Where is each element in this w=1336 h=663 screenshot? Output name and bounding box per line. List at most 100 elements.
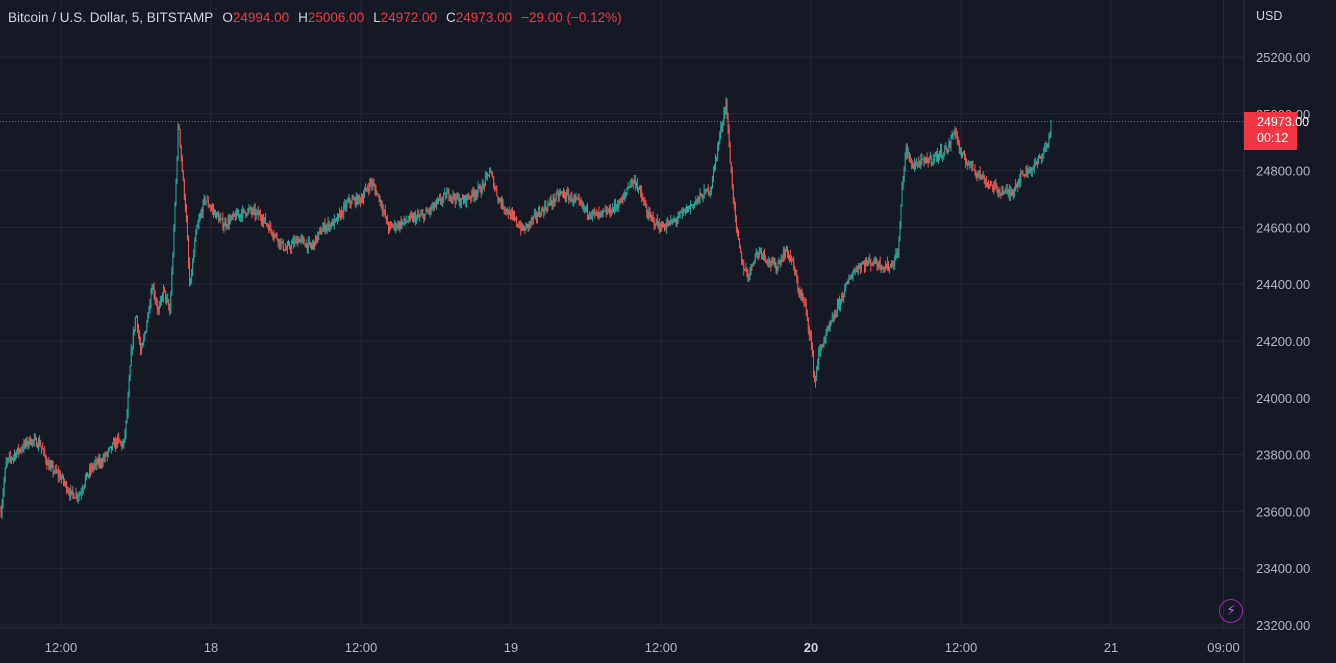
candle-body <box>778 261 780 264</box>
candle-body <box>66 482 68 491</box>
candle-body <box>417 214 419 217</box>
candle-body <box>178 126 180 130</box>
candle-body <box>276 234 278 240</box>
candle-body <box>294 240 296 245</box>
candle-body <box>376 193 378 195</box>
candle-body <box>274 234 276 237</box>
candle-body <box>491 171 493 175</box>
candle-body <box>447 190 449 194</box>
candle-body <box>63 476 64 483</box>
candle-body <box>484 176 486 186</box>
candle-body <box>234 215 236 220</box>
candle-body <box>459 203 461 205</box>
candle-body <box>961 154 963 158</box>
candle-body <box>304 243 306 247</box>
candle-body <box>420 215 422 217</box>
price-tick-label: 23400.00 <box>1256 561 1310 576</box>
candle-body <box>60 478 62 480</box>
candle-body <box>114 441 116 448</box>
candle-body <box>692 204 694 206</box>
candle-body <box>910 162 912 164</box>
candle-body <box>474 194 476 197</box>
candle-body <box>281 241 283 243</box>
candle-body <box>351 199 353 204</box>
candle-body <box>356 195 358 204</box>
candle-body <box>282 241 284 250</box>
candle-body <box>174 205 176 228</box>
candle-body <box>127 396 129 414</box>
candle-body <box>425 210 427 214</box>
candle-body <box>216 212 218 219</box>
candle-body <box>488 174 489 176</box>
candle-body <box>88 474 89 477</box>
candle-body <box>593 210 595 213</box>
candle-body <box>845 284 847 288</box>
candle-body <box>652 217 654 219</box>
candle-body <box>160 297 162 301</box>
candle-body <box>115 440 117 448</box>
candle-body <box>1003 192 1005 195</box>
candle-body <box>300 238 302 240</box>
candle-body <box>1014 188 1016 192</box>
candle-body <box>849 279 851 281</box>
candle-body <box>927 161 929 164</box>
candle-body <box>579 200 581 203</box>
candle-body <box>569 197 571 201</box>
candle-body <box>290 247 292 249</box>
candle-body <box>800 294 802 296</box>
change-value: −29.00 (−0.12%) <box>521 10 622 25</box>
candle-body <box>150 293 152 304</box>
candle-body <box>200 212 202 217</box>
candle-body <box>964 154 966 160</box>
candle-body <box>64 482 66 484</box>
candle-body <box>226 225 228 227</box>
candle-body <box>721 126 723 128</box>
candle-body <box>632 181 634 184</box>
symbol-title[interactable]: Bitcoin / U.S. Dollar, 5, BITSTAMP <box>8 10 214 25</box>
candle-body <box>303 239 305 244</box>
candle-body <box>76 493 78 498</box>
candle-body <box>142 343 144 348</box>
candle-body <box>144 333 146 338</box>
candle-body <box>241 214 243 218</box>
candle-body <box>1019 178 1021 183</box>
lightning-icon[interactable]: ⚡︎ <box>1219 599 1243 623</box>
candle-body <box>532 216 534 221</box>
candle-body <box>514 215 516 219</box>
candle-body <box>35 438 37 447</box>
candle-body <box>143 337 145 344</box>
candle-body <box>555 193 557 200</box>
candle-body <box>626 190 628 193</box>
candle-body <box>953 132 955 134</box>
candle-body <box>511 213 513 215</box>
candle-body <box>273 236 275 238</box>
candle-body <box>791 259 793 261</box>
candle-body <box>822 346 824 348</box>
candle-body <box>328 222 330 229</box>
candle-body <box>1020 173 1022 183</box>
candle-body <box>891 264 893 266</box>
candle-body <box>339 213 341 215</box>
candle-body <box>30 444 32 446</box>
candle-body <box>68 491 70 493</box>
candle-body <box>752 262 754 266</box>
candle-body <box>588 214 589 216</box>
candle-body <box>134 317 136 330</box>
candle-body <box>729 145 731 163</box>
price-tick-label: 25200.00 <box>1256 50 1310 65</box>
candle-body <box>348 198 350 202</box>
candle-body <box>1025 168 1027 176</box>
candle-body <box>994 184 996 187</box>
candle-body <box>113 441 114 444</box>
candle-body <box>244 209 246 213</box>
candle-body <box>560 192 562 194</box>
candle-body <box>529 222 531 224</box>
candle-body <box>688 206 689 212</box>
candle-body <box>954 130 956 134</box>
candle-body <box>568 193 570 201</box>
currency-label[interactable]: USD <box>1256 9 1283 23</box>
candle-body <box>22 448 24 450</box>
candle-body <box>446 193 448 199</box>
candle-body <box>668 222 670 226</box>
